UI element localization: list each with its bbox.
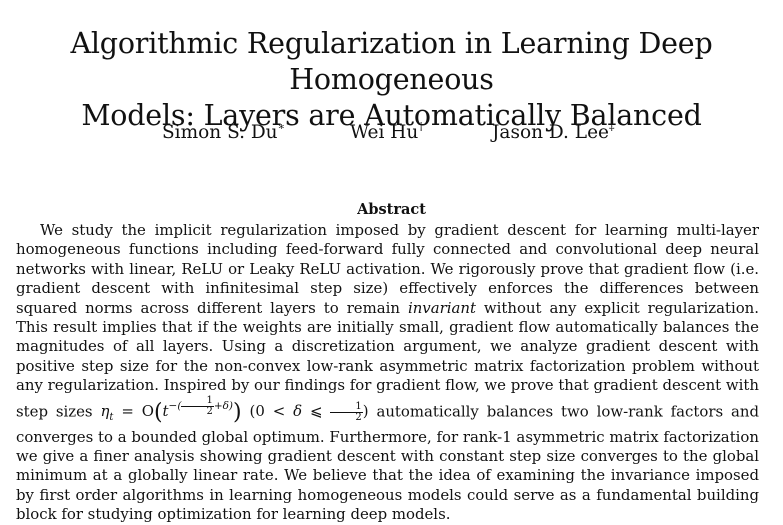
math-paren-close: ): [233, 400, 242, 426]
math-eta-sub: t: [109, 412, 114, 424]
abstract-emphasis: invariant: [407, 298, 476, 317]
math-cond-den: 2: [355, 411, 362, 423]
author-3: Jason D. Lee‡: [492, 120, 615, 143]
author-3-mark: ‡: [609, 120, 615, 133]
math-exp-delta: +δ): [213, 400, 234, 413]
math-cond-open: (0 <: [241, 402, 294, 421]
math-t: t: [162, 402, 169, 421]
math-exponent: −(1 2 +δ): [168, 395, 234, 416]
abstract-part-3: automatically balances two low-rank fact…: [16, 402, 759, 524]
abstract-part-2: without any explicit regularization. Thi…: [16, 298, 759, 421]
abstract-part-1: We study the implicit regularization imp…: [16, 221, 759, 317]
author-1-name: Simon S. Du: [162, 122, 278, 143]
math-exp-den: 2: [206, 405, 213, 417]
math-paren-open: (: [153, 400, 163, 426]
math-exp-num: 1: [181, 395, 214, 407]
math-eta: η: [100, 402, 110, 421]
author-1: Simon S. Du∗: [162, 120, 286, 143]
math-cond-close: ): [362, 402, 369, 421]
math-cond-le: ⩽: [302, 402, 331, 421]
math-cond-delta: δ: [293, 402, 303, 421]
abstract-body: We study the implicit regularization imp…: [16, 221, 759, 525]
author-2: Wei Hu†: [350, 120, 424, 143]
author-2-name: Wei Hu: [350, 122, 419, 143]
math-cond-num: 1: [330, 401, 363, 413]
author-3-name: Jason D. Lee: [492, 122, 609, 143]
title-line-1: Algorithmic Regularization in Learning D…: [70, 27, 713, 96]
title-line-2: Models: Layers are Automatically Balance…: [81, 99, 702, 132]
step-size-formula: ηt = O(t−(1 2 +δ)) (0 < δ ⩽ 1 2): [100, 395, 369, 424]
author-2-mark: †: [418, 120, 424, 133]
abstract-heading: Abstract: [357, 201, 426, 218]
math-eq: = O: [113, 402, 154, 421]
paper-title: Algorithmic Regularization in Learning D…: [0, 26, 783, 134]
math-exp-open: −(: [168, 400, 182, 413]
author-1-mark: ∗: [277, 120, 286, 133]
